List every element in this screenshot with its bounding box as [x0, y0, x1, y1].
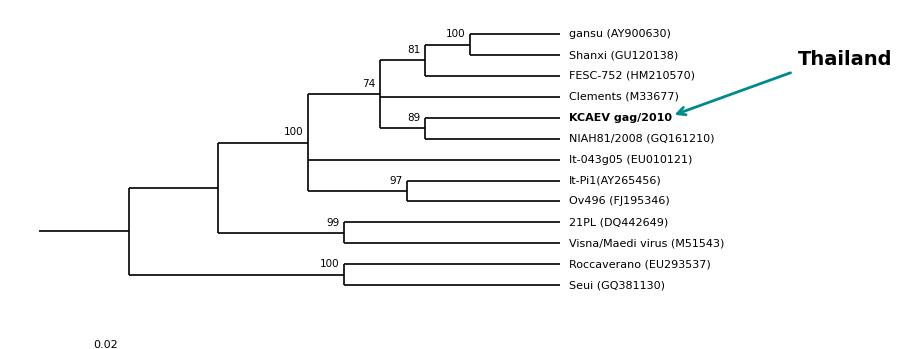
Text: 100: 100 — [446, 29, 466, 39]
Text: FESC-752 (HM210570): FESC-752 (HM210570) — [568, 71, 695, 81]
Text: 74: 74 — [362, 79, 376, 89]
Text: 21PL (DQ442649): 21PL (DQ442649) — [568, 217, 668, 228]
Text: Seui (GQ381130): Seui (GQ381130) — [568, 280, 664, 290]
Text: 97: 97 — [389, 176, 403, 186]
Text: Thailand: Thailand — [797, 50, 892, 69]
Text: NIAH81/2008 (GQ161210): NIAH81/2008 (GQ161210) — [568, 134, 714, 144]
Text: 89: 89 — [407, 113, 421, 123]
Text: Clements (M33677): Clements (M33677) — [568, 92, 679, 102]
Text: Ov496 (FJ195346): Ov496 (FJ195346) — [568, 196, 670, 207]
Text: Roccaverano (EU293537): Roccaverano (EU293537) — [568, 259, 710, 269]
Text: Shanxi (GU120138): Shanxi (GU120138) — [568, 50, 678, 60]
Text: Visna/Maedi virus (M51543): Visna/Maedi virus (M51543) — [568, 238, 724, 248]
Text: 100: 100 — [284, 127, 304, 138]
Text: 0.02: 0.02 — [93, 340, 119, 349]
Text: It-Pi1(AY265456): It-Pi1(AY265456) — [568, 176, 662, 186]
Text: 100: 100 — [320, 259, 340, 269]
Text: gansu (AY900630): gansu (AY900630) — [568, 29, 671, 39]
Text: 99: 99 — [326, 218, 340, 228]
Text: 81: 81 — [407, 45, 421, 55]
Text: KCAEV gag/2010: KCAEV gag/2010 — [568, 113, 672, 123]
Text: It-043g05 (EU010121): It-043g05 (EU010121) — [568, 155, 692, 165]
